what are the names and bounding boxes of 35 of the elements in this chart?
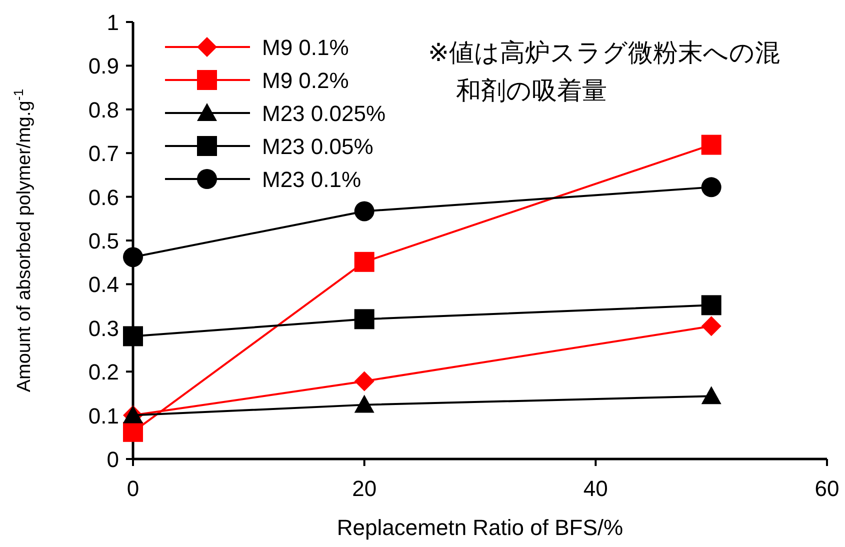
y-tick-label: 0.7 [88,141,119,166]
y-tick-label: 0.5 [88,228,119,254]
y-tick-label: 0.8 [88,97,119,122]
legend-label: M23 0.025% [262,101,386,126]
x-axis-title: Replacemetn Ratio of BFS/% [336,515,624,540]
y-tick-label: 0 [106,447,119,472]
point [354,394,374,413]
y-tick-label: 0.2 [88,360,119,385]
y-tick-label: 0.6 [88,184,119,210]
legend-label: M9 0.2% [262,68,349,93]
point [123,326,143,346]
point [123,422,143,442]
y-tick-label: 0.3 [88,316,119,341]
legend-label: M23 0.05% [262,134,374,159]
y-tick-label: 0.1 [88,403,119,428]
point [701,316,722,336]
legend-label: M9 0.1% [262,35,349,60]
y-tick-label: 1 [106,10,119,35]
point [701,177,722,198]
point [354,201,374,222]
point [123,247,143,268]
y-tick-label: 0.4 [88,272,119,298]
point [354,252,374,272]
point [701,295,722,316]
x-tick-label: 20 [352,476,377,501]
y-tick-label: 0.9 [88,54,119,79]
x-tick-label: 40 [583,476,608,501]
point [354,309,374,330]
point [701,386,722,404]
point [701,134,722,155]
x-tick-label: 60 [814,476,840,501]
annotation: ※値は高炉スラグ微粉末への混和剤の吸着量 [428,37,781,107]
point [354,371,374,392]
legend-label: M23 0.1% [262,167,362,192]
x-tick-label: 0 [126,476,140,501]
